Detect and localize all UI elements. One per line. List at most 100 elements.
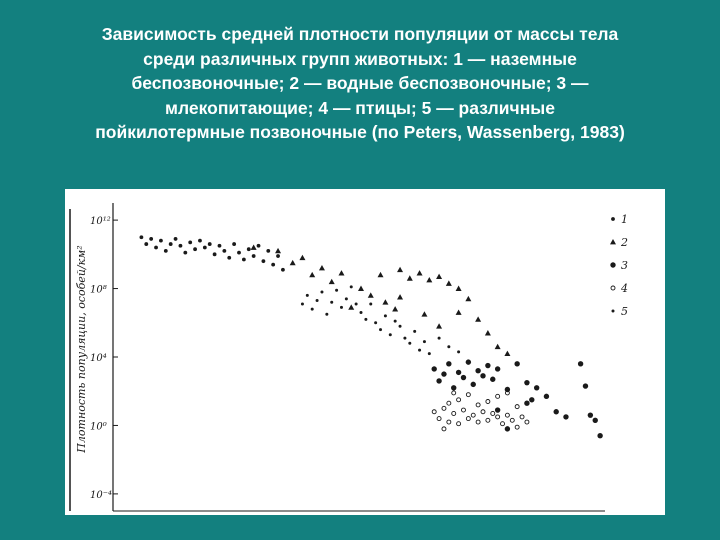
data-point <box>451 411 457 416</box>
data-point <box>427 352 431 356</box>
slide-title: Зависимость средней плотности популяции … <box>30 22 690 145</box>
data-point <box>470 381 476 388</box>
data-point <box>436 416 442 422</box>
data-point <box>358 285 364 291</box>
data-point <box>484 330 491 336</box>
data-point <box>222 249 227 253</box>
data-point <box>465 416 471 422</box>
data-point <box>485 362 491 369</box>
data-point <box>173 237 178 241</box>
data-point <box>354 302 358 306</box>
data-point <box>514 424 520 430</box>
data-point <box>183 250 188 255</box>
data-point <box>202 245 207 250</box>
data-point <box>504 390 510 396</box>
data-point <box>431 366 437 372</box>
data-point <box>447 345 451 349</box>
data-point <box>514 404 520 410</box>
data-point <box>393 319 397 323</box>
data-point <box>299 254 306 261</box>
data-point <box>524 400 530 406</box>
data-point <box>207 242 212 246</box>
legend-marker <box>611 217 615 221</box>
data-point <box>490 411 496 416</box>
data-point <box>305 293 309 297</box>
data-point <box>437 336 441 340</box>
data-point <box>504 426 511 432</box>
data-point <box>379 328 383 332</box>
data-point <box>461 407 466 413</box>
data-point <box>563 414 569 420</box>
title-line: пойкилотермные позвоночные (по Peters, W… <box>95 122 625 142</box>
data-point <box>403 336 407 340</box>
data-point <box>318 265 325 271</box>
data-point <box>504 350 511 356</box>
data-point <box>246 247 251 252</box>
data-point <box>533 385 540 391</box>
data-point <box>475 402 481 408</box>
data-point <box>188 240 193 245</box>
data-point <box>217 243 222 248</box>
data-point <box>168 242 173 246</box>
data-point <box>445 280 452 286</box>
data-point <box>455 309 462 315</box>
data-point <box>582 383 589 389</box>
data-point <box>456 397 462 403</box>
data-point <box>494 407 501 413</box>
data-point <box>193 247 197 252</box>
y-tick-label: 10⁴ <box>90 353 107 364</box>
data-point <box>504 412 510 418</box>
data-point <box>198 238 202 243</box>
data-point <box>271 262 276 267</box>
data-point <box>465 359 472 365</box>
data-point <box>436 323 443 329</box>
data-point <box>369 302 373 306</box>
data-point <box>241 257 246 262</box>
data-point <box>446 400 452 406</box>
data-point <box>250 244 257 250</box>
data-point <box>592 417 598 424</box>
data-point <box>349 285 353 289</box>
data-point <box>178 243 183 248</box>
data-point <box>149 237 154 241</box>
data-point <box>416 270 423 276</box>
data-point <box>406 275 413 281</box>
data-point <box>431 409 437 415</box>
data-point <box>455 369 462 376</box>
legend-marker <box>610 262 616 268</box>
data-point <box>494 343 501 350</box>
data-point <box>251 254 256 258</box>
data-point <box>494 366 501 372</box>
data-point <box>519 414 525 420</box>
data-point <box>509 417 515 423</box>
data-point <box>441 405 447 411</box>
data-point <box>237 250 241 255</box>
legend-marker <box>611 309 615 313</box>
data-point <box>383 314 387 318</box>
legend-label: 2 <box>620 236 628 249</box>
data-point <box>441 371 447 377</box>
data-point <box>485 417 491 423</box>
data-point <box>315 299 319 303</box>
data-point <box>500 421 505 427</box>
data-point <box>408 341 412 345</box>
y-ticks: 10¹² 10⁸ 10⁴ 10⁰ 10⁻⁴ <box>90 216 118 501</box>
data-point <box>212 252 217 257</box>
data-point <box>367 292 374 298</box>
legend: 1 2 3 4 5 <box>610 213 628 318</box>
data-point <box>524 419 530 425</box>
data-point <box>490 376 496 382</box>
data-point <box>436 273 443 279</box>
data-point <box>495 393 501 399</box>
chart-figure: Плотность популяции, особей/км² 10¹² 10⁸ 1… <box>65 189 665 515</box>
data-point <box>261 259 266 264</box>
data-point <box>398 324 402 328</box>
data-point <box>475 367 481 374</box>
data-point <box>300 302 304 306</box>
data-point <box>597 433 603 439</box>
data-point <box>281 267 285 272</box>
data-point <box>577 361 584 367</box>
data-point <box>266 249 271 253</box>
data-point <box>451 385 457 391</box>
data-point <box>418 348 422 352</box>
